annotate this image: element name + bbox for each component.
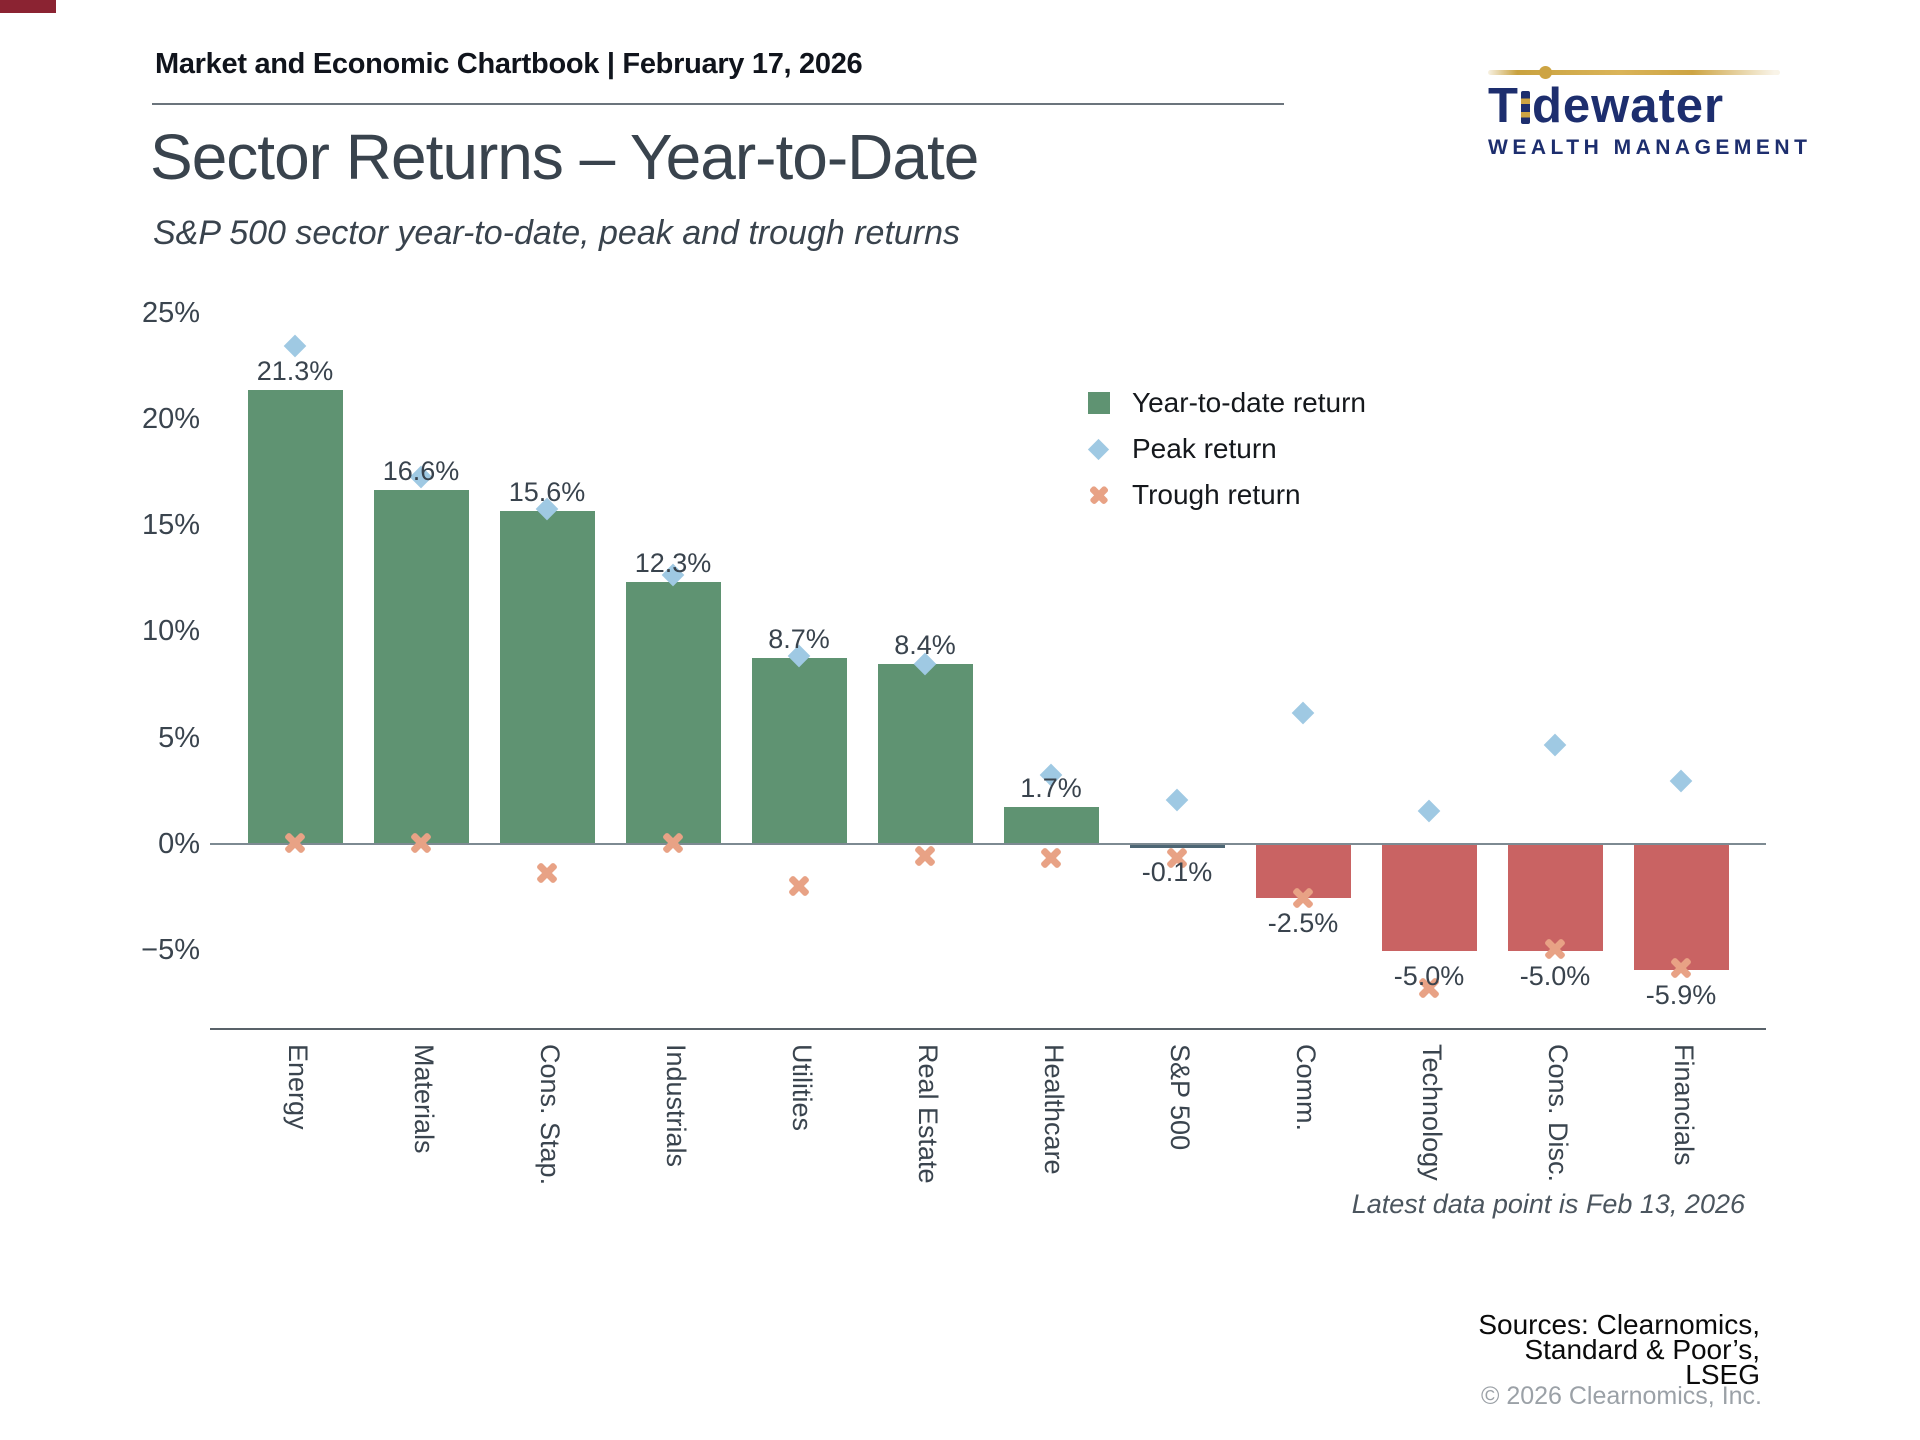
trough-marker-real-estate	[913, 844, 937, 868]
category-label-cons-disc: Cons. Disc.	[1543, 1044, 1573, 1183]
report-header: Market and Economic Chartbook | February…	[155, 48, 863, 80]
value-label-utilities: 8.7%	[768, 624, 830, 655]
legend-label: Trough return	[1132, 479, 1301, 510]
value-label-financials: -5.9%	[1645, 980, 1717, 1011]
logo-lighthouse-light-icon	[1539, 66, 1552, 79]
peak-marker-s-p-500	[1165, 788, 1189, 812]
sources-block: Sources: Clearnomics, Standard & Poor’s,…	[1478, 1309, 1760, 1390]
bar-healthcare	[1003, 806, 1099, 843]
y-tick-label: 15%	[141, 509, 200, 542]
logo-tagline: WEALTH MANAGEMENT	[1488, 136, 1812, 159]
sources-line: Standard & Poor’s,	[1524, 1334, 1760, 1365]
value-label-s-p-500: -0.1%	[1141, 857, 1213, 888]
diamond-icon	[1087, 438, 1122, 460]
legend-label: Peak return	[1132, 433, 1277, 464]
bar-financials	[1633, 845, 1729, 971]
bar-cons-disc	[1507, 845, 1603, 952]
bar-materials	[373, 490, 469, 843]
value-label-cons-stap: 15.6%	[508, 477, 586, 508]
category-label-materials: Materials	[409, 1044, 439, 1154]
y-tick-label: 10%	[141, 615, 200, 648]
copyright-notice: © 2026 Clearnomics, Inc.	[1480, 1382, 1762, 1410]
peak-marker-cons-disc	[1543, 733, 1567, 757]
category-label-comm: Comm.	[1291, 1044, 1321, 1131]
peak-marker-energy	[283, 334, 307, 358]
value-label-materials: 16.6%	[382, 456, 460, 487]
bar-energy	[247, 390, 343, 843]
trough-marker-cons-disc	[1543, 937, 1567, 961]
bar-utilities	[751, 658, 847, 843]
value-label-healthcare: 1.7%	[1020, 772, 1082, 803]
header-divider	[152, 103, 1284, 105]
cross-icon	[1088, 484, 1122, 506]
trough-marker-materials	[409, 831, 433, 855]
y-tick-label: 20%	[141, 402, 200, 435]
logo-lighthouse-i-icon	[1519, 78, 1532, 134]
bar-real-estate	[877, 664, 973, 843]
category-label-industrials: Industrials	[661, 1044, 691, 1168]
value-label-technology: -5.0%	[1393, 961, 1465, 992]
trough-marker-healthcare	[1039, 846, 1063, 870]
page-corner-mark	[0, 0, 56, 13]
bar-industrials	[625, 581, 721, 843]
y-tick-label: 25%	[141, 296, 200, 329]
value-label-real-estate: 8.4%	[894, 630, 956, 661]
latest-data-footnote: Latest data point is Feb 13, 2026	[1351, 1189, 1745, 1219]
bar-technology	[1381, 845, 1477, 952]
category-label-s-p-500: S&P 500	[1165, 1044, 1195, 1151]
legend-item-ytd: Year-to-date return	[1088, 380, 1366, 426]
trough-marker-utilities	[787, 874, 811, 898]
legend-item-trough: Trough return	[1088, 472, 1366, 518]
trough-marker-comm	[1291, 886, 1315, 910]
value-label-industrials: 12.3%	[634, 547, 712, 578]
y-tick-label: 5%	[158, 721, 200, 754]
page-title: Sector Returns – Year-to-Date	[150, 121, 979, 193]
value-label-energy: 21.3%	[256, 356, 334, 387]
category-label-financials: Financials	[1669, 1044, 1699, 1166]
peak-marker-technology	[1417, 799, 1441, 823]
trough-marker-industrials	[661, 831, 685, 855]
logo-letter-t: T	[1488, 79, 1519, 133]
category-label-real-estate: Real Estate	[913, 1044, 943, 1184]
square-icon	[1088, 392, 1122, 414]
category-label-cons-stap: Cons. Stap.	[535, 1044, 565, 1186]
value-label-comm: -2.5%	[1267, 908, 1339, 939]
chart-legend: Year-to-date return Peak return Trough r…	[1087, 380, 1366, 518]
y-tick-label: 0%	[158, 828, 200, 860]
sources-line: LSEG	[1685, 1359, 1760, 1390]
peak-marker-financials	[1669, 769, 1693, 793]
page-subtitle: S&P 500 sector year-to-date, peak and tr…	[153, 214, 961, 252]
legend-label: Year-to-date return	[1132, 387, 1366, 418]
logo-letters-rest: dewater	[1531, 79, 1725, 133]
value-label-cons-disc: -5.0%	[1519, 961, 1591, 992]
category-label-healthcare: Healthcare	[1039, 1044, 1069, 1175]
category-label-energy: Energy	[283, 1044, 313, 1130]
trough-marker-energy	[283, 831, 307, 855]
trough-marker-financials	[1669, 956, 1693, 980]
category-label-technology: Technology	[1417, 1044, 1447, 1181]
legend-item-peak: Peak return	[1087, 426, 1366, 472]
category-label-utilities: Utilities	[787, 1044, 817, 1132]
zero-axis-line	[210, 843, 1766, 845]
trough-marker-cons-stap	[535, 861, 559, 885]
y-tick-label: −5%	[141, 934, 200, 967]
logo-lighthouse-beam	[1488, 70, 1780, 75]
plot-area: Year-to-date return Peak return Trough r…	[141, 280, 1768, 1185]
x-axis-line	[210, 1028, 1766, 1030]
peak-marker-comm	[1291, 701, 1315, 725]
bar-cons-stap	[499, 511, 595, 843]
sources-line: Sources: Clearnomics,	[1478, 1309, 1760, 1340]
